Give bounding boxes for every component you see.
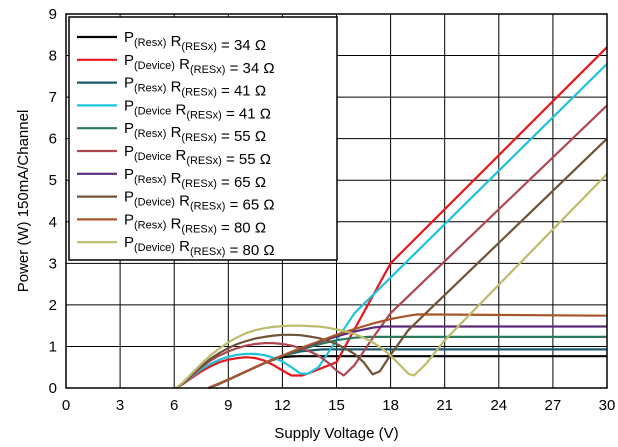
legend-part: (RESx) <box>181 132 216 144</box>
legend-part: R <box>175 101 186 118</box>
legend-part: = 41 Ω <box>217 83 266 100</box>
y-axis-label: Power (W) 150mA/Channel <box>15 110 32 293</box>
legend-part: R <box>171 33 182 50</box>
legend-part: = 65 Ω <box>225 197 274 214</box>
x-tick-label: 0 <box>62 397 70 414</box>
y-tick-label: 6 <box>49 131 57 148</box>
legend-part: = 34 Ω <box>225 60 274 77</box>
legend-part: R <box>171 79 182 96</box>
legend-part: (RESx) <box>190 201 225 213</box>
legend-part: R <box>179 238 190 255</box>
legend-part: (Device) <box>134 242 175 254</box>
legend-part: (Resx) <box>134 219 166 231</box>
x-tick-label: 15 <box>328 397 345 414</box>
legend-part: (Resx) <box>134 83 166 95</box>
legend-entry-8: P(Resx) R(RESx) = 80 Ω <box>124 211 266 236</box>
legend-part: (Device) <box>134 197 175 209</box>
series-line-7 <box>175 137 608 389</box>
legend-part: (Device <box>134 151 171 163</box>
legend-entry-1: P(Device) R(RESx) = 34 Ω <box>124 52 275 77</box>
x-tick-label: 30 <box>599 397 616 414</box>
x-tick-label: 6 <box>170 397 178 414</box>
legend-part: P <box>124 143 134 160</box>
legend-part: R <box>171 215 182 232</box>
legend-part: (RESx) <box>190 64 225 76</box>
legend-part: = 41 Ω <box>222 105 271 122</box>
y-tick-label: 3 <box>49 255 57 272</box>
x-tick-label: 18 <box>382 397 399 414</box>
y-tick-label: 5 <box>49 172 57 189</box>
legend-part: = 80 Ω <box>225 242 274 259</box>
x-tick-label: 24 <box>490 397 507 414</box>
legend-part: (RESx) <box>181 223 216 235</box>
legend-part: = 80 Ω <box>217 219 266 236</box>
legend-part: R <box>171 170 182 187</box>
legend-part: R <box>171 124 182 141</box>
legend-part: P <box>124 29 134 46</box>
legend-part: (RESx) <box>181 41 216 53</box>
legend-part: (RESx) <box>190 246 225 258</box>
legend-part: (Resx) <box>134 37 166 49</box>
x-tick-label: 21 <box>436 397 453 414</box>
legend-part: R <box>175 147 186 164</box>
x-tick-label: 27 <box>545 397 562 414</box>
plot-frame <box>65 13 608 389</box>
legend-part: (Device <box>134 105 171 117</box>
legend-entry-0: P(Resx) R(RESx) = 34 Ω <box>124 29 266 54</box>
legend-entry-6: P(Resx) R(RESx) = 65 Ω <box>124 166 266 191</box>
y-tick-label: 2 <box>49 297 57 314</box>
x-tick-label: 12 <box>274 397 291 414</box>
y-tick-label: 4 <box>49 214 57 231</box>
legend-entry-7: P(Device) R(RESx) = 65 Ω <box>124 189 275 214</box>
legend-entry-5: P(Device R(RESx) = 55 Ω <box>124 143 271 168</box>
series-group <box>175 46 608 390</box>
legend-part: P <box>124 166 134 183</box>
x-tick-label: 9 <box>224 397 232 414</box>
legend-part: (Device) <box>134 60 175 72</box>
legend-part: R <box>179 56 190 73</box>
legend-part: P <box>124 234 134 251</box>
y-tick-label: 0 <box>49 380 57 397</box>
legend-part: P <box>124 97 134 114</box>
legend: P(Resx) R(RESx) = 34 ΩP(Device) R(RESx) … <box>68 16 338 261</box>
series-line-8 <box>208 313 608 390</box>
legend-part: = 55 Ω <box>217 128 266 145</box>
legend-part: = 65 Ω <box>217 174 266 191</box>
y-tick-label: 1 <box>49 338 57 355</box>
legend-part: = 34 Ω <box>217 37 266 54</box>
legend-entry-4: P(Resx) R(RESx) = 55 Ω <box>124 120 266 145</box>
legend-entry-3: P(Device R(RESx) = 41 Ω <box>124 97 271 122</box>
legend-part: P <box>124 75 134 92</box>
x-tick-label: 3 <box>116 397 124 414</box>
y-tick-label: 8 <box>49 48 57 65</box>
series-line-9 <box>175 173 608 389</box>
legend-part: P <box>124 189 134 206</box>
y-tick-label: 7 <box>49 89 57 106</box>
legend-part: (Resx) <box>134 174 166 186</box>
legend-part: P <box>124 211 134 228</box>
legend-part: (Resx) <box>134 128 166 140</box>
legend-part: R <box>179 193 190 210</box>
x-tick-labels: 0 3 6 9 12 15 18 21 24 27 30 <box>62 397 616 414</box>
y-tick-labels: 0 1 2 3 4 5 6 7 8 9 <box>49 6 57 397</box>
legend-part: P <box>124 52 134 69</box>
legend-part: (RESx) <box>186 155 221 167</box>
x-axis-label: Supply Voltage (V) <box>274 425 398 442</box>
series-line-5 <box>175 104 608 389</box>
legend-part: = 55 Ω <box>222 151 271 168</box>
y-tick-label: 9 <box>49 6 57 23</box>
series-line-3 <box>175 63 608 389</box>
legend-part: (RESx) <box>181 178 216 190</box>
legend-entry-2: P(Resx) R(RESx) = 41 Ω <box>124 75 266 100</box>
legend-part: P <box>124 120 134 137</box>
legend-part: (RESx) <box>186 109 221 121</box>
legend-entry-9: P(Device) R(RESx) = 80 Ω <box>124 234 275 259</box>
legend-part: (RESx) <box>181 87 216 99</box>
